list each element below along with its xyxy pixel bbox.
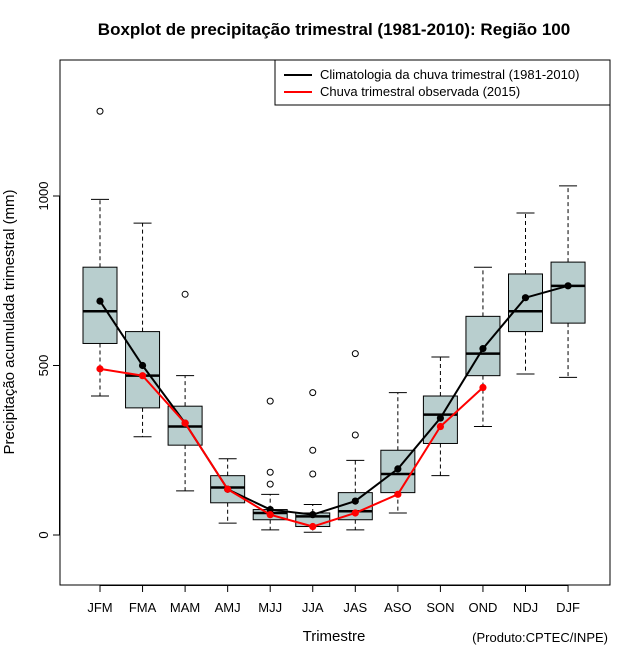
series-point xyxy=(436,414,444,422)
outlier-point xyxy=(309,389,317,397)
outlier-point xyxy=(96,107,104,115)
y-tick-label: 1000 xyxy=(36,182,51,211)
series-point xyxy=(394,465,402,473)
outlier-point xyxy=(181,290,189,298)
outlier-point xyxy=(266,468,274,476)
outlier-point xyxy=(309,470,317,478)
legend-box xyxy=(274,59,611,106)
series-point xyxy=(309,522,317,531)
series-point xyxy=(564,282,572,290)
chart-title: Boxplot de precipitação trimestral (1981… xyxy=(98,20,570,39)
y-tick-label: 500 xyxy=(36,355,51,377)
series-layer xyxy=(96,282,572,531)
legend-label-climatology: Climatologia da chuva trimestral (1981-2… xyxy=(320,67,579,82)
outlier-point xyxy=(266,397,274,405)
series-line xyxy=(99,367,484,528)
box-jfm xyxy=(82,107,118,397)
boxes-layer xyxy=(82,107,586,533)
legend-label-observed: Chuva trimestral observada (2015) xyxy=(320,84,520,99)
x-tick-label: ASO xyxy=(384,600,411,615)
series-point xyxy=(224,485,232,493)
y-tick-label: 0 xyxy=(36,531,51,538)
series-point xyxy=(394,490,402,498)
series-point xyxy=(351,509,359,517)
box-djf xyxy=(550,185,586,378)
box-mam xyxy=(167,290,203,492)
x-tick-label: NDJ xyxy=(513,600,538,615)
outlier-point xyxy=(266,480,274,488)
series-observed xyxy=(96,365,487,531)
series-point xyxy=(521,294,530,302)
x-tick-label: MAM xyxy=(170,600,200,615)
legend: Climatologia da chuva trimestral (1981-2… xyxy=(274,59,611,106)
series-point xyxy=(479,344,487,353)
series-point xyxy=(138,361,147,370)
outlier-point xyxy=(309,446,317,454)
x-tick-label: AMJ xyxy=(215,600,241,615)
box-iqr xyxy=(82,266,118,344)
credit-text: (Produto:CPTEC/INPE) xyxy=(472,630,608,645)
x-tick-label: MJJ xyxy=(258,600,282,615)
x-tick-label: FMA xyxy=(129,600,157,615)
series-point xyxy=(351,497,359,505)
series-point xyxy=(181,419,189,427)
series-point xyxy=(309,511,317,519)
x-tick-label: SON xyxy=(426,600,454,615)
box-fma xyxy=(125,222,161,438)
box-iqr xyxy=(550,261,586,324)
outlier-point xyxy=(351,350,359,358)
x-axis: JFM FMA MAM AMJ MJJ JJA JAS ASO SON OND NDJ DJF xyxy=(87,585,580,615)
series-point xyxy=(266,505,274,514)
series-line xyxy=(99,284,569,516)
series-point xyxy=(96,297,104,305)
x-axis-label: Trimestre xyxy=(303,628,366,645)
series-point xyxy=(138,372,147,380)
series-point xyxy=(436,422,444,431)
x-tick-label: OND xyxy=(469,600,498,615)
series-point xyxy=(96,365,104,373)
x-tick-label: DJF xyxy=(556,600,580,615)
box-iqr xyxy=(125,331,161,409)
y-axis: 0 500 1000 xyxy=(36,182,60,539)
x-tick-label: JFM xyxy=(87,600,112,615)
series-point xyxy=(479,383,487,392)
x-tick-label: JJA xyxy=(302,600,324,615)
box-iqr xyxy=(508,273,543,333)
box-ndj xyxy=(508,212,543,375)
series-climatology xyxy=(96,282,572,519)
y-axis-label: Precipitação acumulada trimestral (mm) xyxy=(1,189,18,454)
x-tick-label: JAS xyxy=(343,600,367,615)
series-point xyxy=(266,511,274,519)
outlier-point xyxy=(351,431,359,439)
